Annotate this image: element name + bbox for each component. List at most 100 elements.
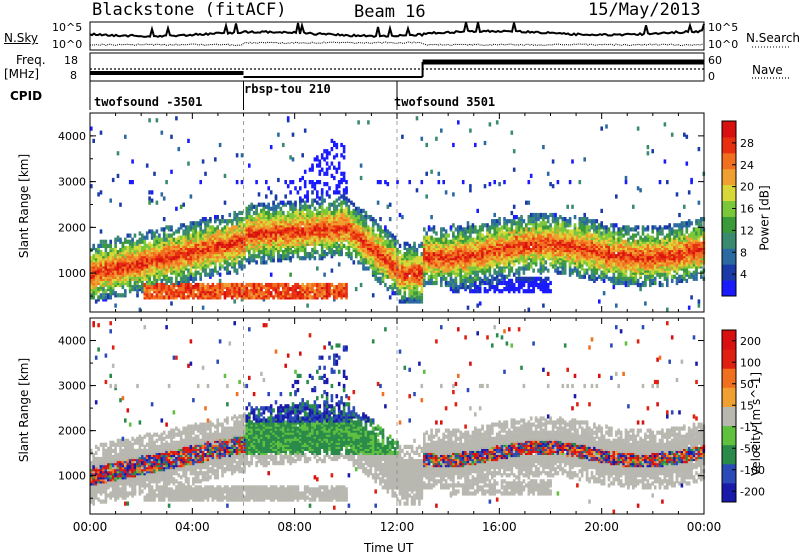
echo-cell [241, 223, 244, 227]
echo-cell [501, 254, 504, 258]
echo-cell [350, 229, 353, 233]
echo-cell [129, 240, 132, 244]
echo-cell [319, 159, 322, 163]
echo-cell [168, 285, 171, 289]
echo-cell [328, 194, 331, 198]
echo-cell [246, 207, 249, 211]
echo-cell [158, 275, 161, 279]
echo-cell [168, 277, 171, 281]
echo-cell [557, 271, 560, 275]
echo-cell [197, 271, 200, 275]
echo-cell [224, 174, 227, 178]
echo-cell [175, 207, 178, 211]
echo-cell [231, 219, 234, 223]
echo-cell [479, 281, 482, 285]
noise-search-trace [90, 42, 704, 46]
echo-cell [540, 221, 543, 225]
echo-cell [554, 269, 557, 273]
echo-cell [387, 205, 390, 209]
echo-cell [338, 262, 341, 266]
echo-cell [348, 246, 351, 250]
echo-cell [345, 201, 348, 205]
echo-cell [345, 196, 348, 200]
echo-cell [408, 277, 411, 281]
echo-cell [469, 129, 472, 133]
echo-cell [192, 273, 195, 277]
echo-cell [97, 192, 100, 196]
echo-cell [493, 285, 496, 289]
echo-cell [489, 225, 492, 229]
echo-cell [321, 252, 324, 256]
echo-cell [331, 231, 334, 235]
echo-cell [513, 168, 516, 172]
echo-cell [515, 287, 518, 291]
echo-cell [165, 180, 168, 184]
echo-cell [532, 223, 535, 227]
echo-cell [144, 236, 147, 240]
echo-cell [425, 236, 428, 240]
echo-cell [306, 283, 309, 287]
echo-cell [464, 238, 467, 242]
echo-cell [204, 254, 207, 258]
echo-cell [173, 293, 176, 297]
echo-cell [413, 242, 416, 246]
echo-cell [430, 170, 433, 174]
echo-cell [236, 180, 239, 184]
echo-cell [151, 199, 154, 203]
echo-cell [289, 155, 292, 159]
echo-cell [263, 260, 266, 264]
echo-cell [489, 122, 492, 126]
echo-cell [284, 194, 287, 198]
echo-cell [175, 229, 178, 233]
echo-cell [528, 289, 531, 293]
echo-cell [365, 248, 368, 252]
echo-cell [452, 192, 455, 196]
echo-cell [508, 287, 511, 291]
echo-cell [297, 190, 300, 194]
echo-cell [144, 287, 147, 291]
echo-cell [367, 236, 370, 240]
echo-cell [549, 182, 552, 186]
echo-cell [501, 281, 504, 285]
echo-cell [328, 211, 331, 215]
echo-cell [355, 252, 358, 256]
echo-cell [270, 190, 273, 194]
echo-cell [229, 262, 232, 266]
echo-cell [518, 266, 521, 270]
echo-cell [238, 291, 241, 295]
echo-cell [333, 190, 336, 194]
echo-cell [148, 289, 151, 293]
echo-cell [265, 260, 268, 264]
echo-cell [404, 291, 407, 295]
echo-cell [447, 240, 450, 244]
echo-cell [92, 244, 95, 248]
echo-cell [326, 162, 329, 166]
echo-cell [92, 139, 95, 143]
echo-cell [197, 291, 200, 295]
echo-cell [338, 184, 341, 188]
echo-cell [311, 248, 314, 252]
echo-cell [350, 201, 353, 205]
echo-cell [114, 304, 117, 308]
echo-cell [353, 260, 356, 264]
echo-cell [190, 225, 193, 229]
echo-cell [260, 209, 263, 213]
echo-cell [357, 219, 360, 223]
echo-cell [518, 271, 521, 275]
echo-cell [114, 281, 117, 285]
echo-cell [467, 225, 470, 229]
echo-cell [438, 172, 441, 176]
echo-cell [423, 227, 426, 231]
echo-cell [326, 246, 329, 250]
echo-cell [114, 244, 117, 248]
echo-cell [226, 283, 229, 287]
echo-cell [216, 242, 219, 246]
echo-cell [284, 215, 287, 219]
echo-cell [209, 225, 212, 229]
echo-cell [452, 264, 455, 268]
echo-cell [309, 283, 312, 287]
echo-cell [537, 283, 540, 287]
echo-cell [421, 256, 424, 260]
echo-cell [511, 219, 514, 223]
echo-cell [355, 287, 358, 291]
